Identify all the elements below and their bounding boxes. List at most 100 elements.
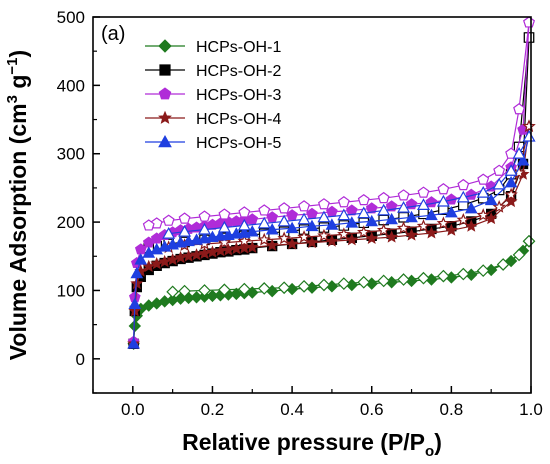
desorption-point — [317, 210, 331, 223]
y-tick-label: 500 — [57, 8, 85, 27]
desorption-point — [456, 190, 470, 203]
desorption-point — [397, 273, 410, 286]
desorption-point — [357, 193, 370, 206]
desorption-point — [337, 227, 351, 241]
desorption-point — [357, 225, 371, 239]
adsorption-point — [365, 202, 378, 214]
desorption-point — [417, 186, 430, 198]
desorption-point — [456, 267, 470, 281]
desorption-point — [417, 271, 430, 285]
desorption-point — [218, 208, 231, 220]
desorption-point — [504, 187, 518, 201]
desorption-point — [436, 216, 451, 230]
x-tick-label: 0.6 — [360, 400, 384, 419]
desorption-point — [337, 208, 351, 221]
desorption-point — [522, 234, 536, 248]
desorption-point — [456, 212, 471, 226]
adsorption-point — [424, 226, 438, 239]
x-tick-label: 0.8 — [440, 400, 464, 419]
desorption-point — [437, 183, 450, 195]
y-tick-label: 0 — [76, 350, 85, 369]
adsorption-point — [245, 240, 259, 253]
adsorption-point — [385, 212, 398, 225]
legend-marker — [159, 64, 171, 76]
y-axis-title-sup2: −1 — [4, 57, 21, 74]
adsorption-point — [425, 208, 438, 221]
desorption-point — [257, 232, 271, 246]
panel-label: (a) — [101, 23, 125, 45]
legend: HCPs-OH-1 HCPs-OH-2 HCPs-OH-3 HCPs-OH-4 HCPs… — [145, 39, 281, 152]
y-axis-title: Volume Adsorption (cm3 g−1) — [4, 50, 31, 360]
desorption-point — [337, 196, 350, 208]
adsorption-point — [326, 205, 338, 217]
adsorption-point — [305, 219, 319, 232]
desorption-point — [298, 200, 310, 212]
legend-label: HCPs-OH-1 — [196, 39, 281, 56]
adsorption-point — [504, 175, 518, 188]
adsorption-point — [229, 227, 243, 239]
desorption-point — [493, 164, 506, 176]
legend-marker — [158, 87, 172, 100]
x-tick-label: 0.2 — [201, 400, 225, 419]
desorption-point — [257, 216, 271, 229]
desorption-point — [258, 204, 271, 216]
desorption-point — [198, 210, 211, 222]
adsorption-point — [134, 253, 148, 265]
plot-frame — [92, 16, 532, 394]
adsorption-point — [365, 214, 379, 227]
desorption-point — [397, 189, 410, 201]
y-axis-title-sup1: 3 — [4, 95, 21, 103]
desorption-point — [197, 222, 212, 235]
y-tick-label: 400 — [57, 76, 85, 95]
desorption-point — [492, 177, 506, 190]
desorption-point — [178, 212, 191, 224]
adsorption-point — [484, 193, 498, 206]
desorption-point — [357, 206, 371, 219]
adsorption-point — [405, 228, 419, 241]
x-tick-label: 0.4 — [280, 400, 304, 419]
desorption-point — [337, 277, 351, 290]
adsorption-point — [305, 235, 319, 249]
adsorption-point — [128, 297, 142, 310]
desorption-point — [496, 258, 510, 271]
desorption-point — [397, 200, 411, 213]
desorption-point — [476, 264, 490, 277]
adsorption-point — [265, 238, 279, 251]
desorption-point — [237, 282, 251, 296]
desorption-point — [476, 208, 490, 221]
desorption-point — [457, 178, 470, 191]
adsorption-point — [158, 254, 172, 268]
desorption-point — [237, 218, 251, 231]
desorption-point — [278, 202, 291, 214]
legend-label: HCPs-OH-5 — [196, 135, 281, 152]
adsorption-point — [405, 210, 418, 223]
series-HCPs-OH-5 — [127, 129, 536, 349]
legend-label: HCPs-OH-2 — [196, 63, 281, 80]
x-axis-title-subscript: o — [425, 443, 434, 460]
y-tick-label: 300 — [57, 145, 85, 164]
series-HCPs-OH-1 — [127, 234, 536, 350]
desorption-point — [416, 198, 431, 210]
adsorption-point — [130, 266, 144, 279]
desorption-point — [297, 212, 311, 225]
legend-marker — [158, 134, 172, 148]
desorption-point — [178, 284, 191, 298]
y-tick-label: 200 — [57, 213, 85, 232]
y-axis-title-main: Volume Adsorption (cm — [5, 103, 31, 360]
adsorption-point — [484, 263, 498, 277]
desorption-point — [217, 220, 231, 233]
desorption-point — [504, 164, 518, 176]
adsorption-point — [325, 218, 339, 230]
desorption-point — [418, 208, 429, 220]
desorption-point — [218, 283, 231, 297]
desorption-point — [476, 185, 490, 198]
x-tick-label: 1.0 — [519, 400, 543, 419]
x-tick-label: 0.0 — [121, 400, 145, 419]
desorption-point — [162, 226, 176, 239]
legend-label: HCPs-OH-3 — [196, 87, 281, 104]
adsorption-point — [306, 207, 318, 219]
desorption-point — [377, 203, 391, 216]
adsorption-point — [385, 200, 398, 212]
adsorption-point — [166, 252, 180, 266]
